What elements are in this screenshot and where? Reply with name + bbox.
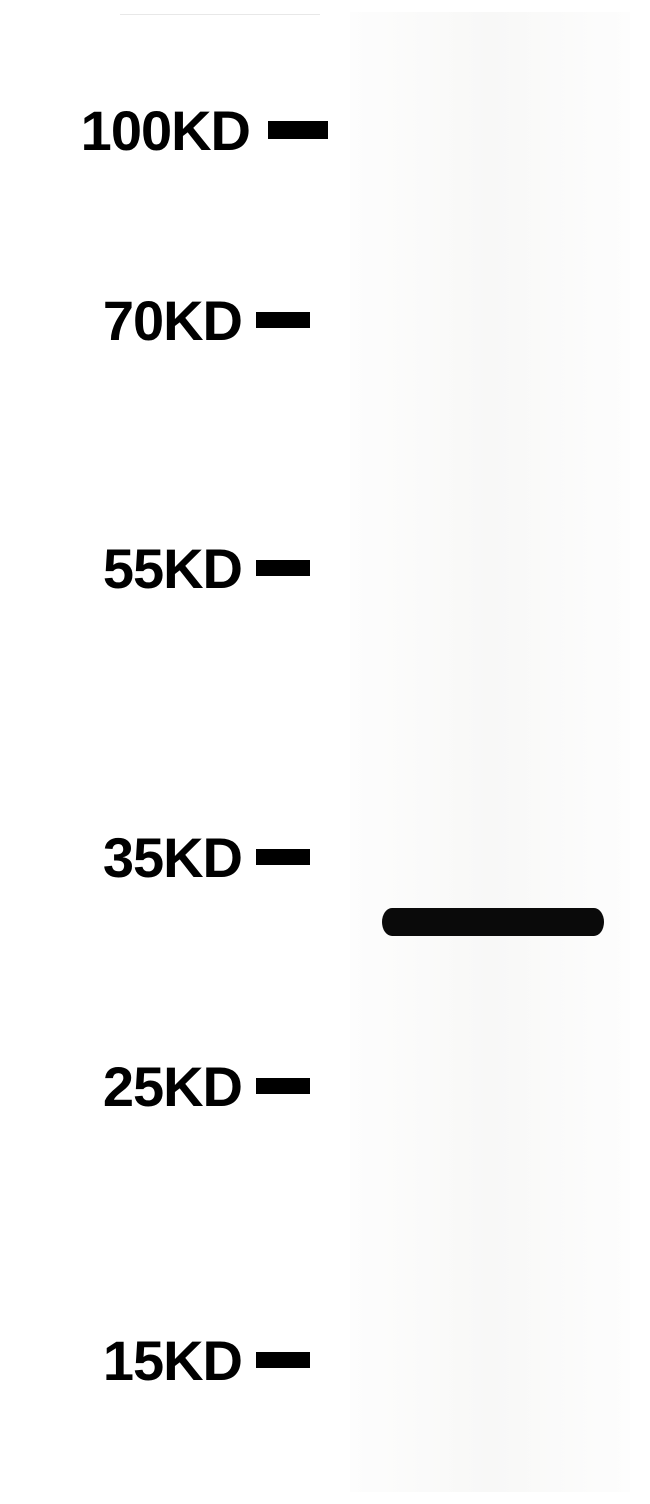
marker-row-15kd: 15KD <box>52 1332 310 1388</box>
marker-row-70kd: 70KD <box>52 292 310 348</box>
marker-tick-icon <box>256 1352 310 1368</box>
marker-label: 15KD <box>52 1328 242 1393</box>
marker-row-100kd: 100KD <box>20 102 328 158</box>
marker-tick-icon <box>268 121 328 139</box>
marker-tick-icon <box>256 849 310 865</box>
marker-label: 100KD <box>20 98 250 163</box>
marker-label: 70KD <box>52 288 242 353</box>
marker-tick-icon <box>256 560 310 576</box>
marker-label: 25KD <box>52 1054 242 1119</box>
protein-band <box>382 908 604 936</box>
marker-tick-icon <box>256 1078 310 1094</box>
sample-lane <box>350 12 630 1492</box>
marker-tick-icon <box>256 312 310 328</box>
marker-label: 35KD <box>52 825 242 890</box>
marker-row-25kd: 25KD <box>52 1058 310 1114</box>
marker-row-55kd: 55KD <box>52 540 310 596</box>
marker-row-35kd: 35KD <box>52 829 310 885</box>
marker-label: 55KD <box>52 536 242 601</box>
membrane-top-edge <box>120 14 320 15</box>
blot-container: 100KD 70KD 55KD 35KD 25KD 15KD <box>0 0 650 1504</box>
